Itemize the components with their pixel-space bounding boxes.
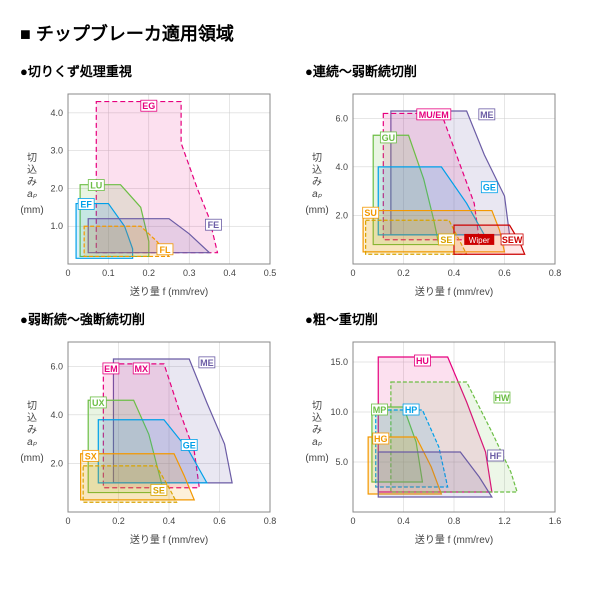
panel-2: ●弱断続～強断続切削 ME MX EM UX GE SX SE 0 0.2 0.4 0.6 0.8 2.0… <box>20 309 295 547</box>
svg-text:切: 切 <box>312 152 322 164</box>
svg-text:10.0: 10.0 <box>330 407 348 417</box>
svg-text:み: み <box>27 425 37 436</box>
svg-text:(mm): (mm) <box>305 453 328 464</box>
panel-title-2: ●弱断続～強断続切削 <box>20 309 295 328</box>
svg-text:15.0: 15.0 <box>330 357 348 367</box>
svg-text:送り量 f (mm/rev): 送り量 f (mm/rev) <box>415 533 493 546</box>
svg-text:6.0: 6.0 <box>50 361 63 371</box>
svg-text:2.0: 2.0 <box>335 210 348 220</box>
svg-text:ME: ME <box>480 110 494 120</box>
svg-text:1.0: 1.0 <box>50 221 63 231</box>
svg-text:1.2: 1.2 <box>498 516 511 526</box>
panel-3: ●粗～重切削 HU HW MP HP HG HF 0 0.4 0.8 1.2 1.6 5.0 10.0 15… <box>305 309 580 547</box>
svg-text:0.3: 0.3 <box>183 268 196 278</box>
svg-text:HU: HU <box>416 356 429 366</box>
svg-text:UX: UX <box>92 398 105 408</box>
svg-text:HF: HF <box>490 451 502 461</box>
panel-title-3: ●粗～重切削 <box>305 309 580 328</box>
panel-1: ●連続～弱断続切削 ME MU/EM GU GE SU SE SEW Wiper 0 0.2 0.4 0… <box>305 61 580 299</box>
svg-text:LU: LU <box>90 181 102 191</box>
svg-text:2.0: 2.0 <box>50 458 63 468</box>
svg-text:GU: GU <box>382 133 396 143</box>
svg-text:0.6: 0.6 <box>498 268 511 278</box>
svg-text:HW: HW <box>494 393 509 403</box>
svg-text:0: 0 <box>65 268 70 278</box>
svg-text:1.6: 1.6 <box>549 516 562 526</box>
svg-text:Wiper: Wiper <box>469 236 490 245</box>
svg-text:SEW: SEW <box>502 235 523 245</box>
svg-text:0.2: 0.2 <box>397 268 410 278</box>
svg-text:(mm): (mm) <box>20 205 43 216</box>
svg-text:(mm): (mm) <box>20 453 43 464</box>
svg-text:HP: HP <box>405 405 418 415</box>
svg-text:HG: HG <box>374 434 388 444</box>
svg-text:0.5: 0.5 <box>264 268 277 278</box>
svg-text:SE: SE <box>440 235 452 245</box>
svg-text:GE: GE <box>483 183 496 193</box>
svg-text:aₚ: aₚ <box>312 437 323 448</box>
svg-text:0.4: 0.4 <box>448 268 461 278</box>
svg-text:EG: EG <box>142 101 155 111</box>
svg-text:MX: MX <box>134 364 148 374</box>
svg-text:0.4: 0.4 <box>223 268 236 278</box>
svg-text:み: み <box>27 177 37 188</box>
svg-text:MU/EM: MU/EM <box>419 110 449 120</box>
svg-text:SX: SX <box>85 451 97 461</box>
svg-text:4.0: 4.0 <box>335 162 348 172</box>
svg-text:0.8: 0.8 <box>448 516 461 526</box>
svg-text:0.4: 0.4 <box>397 516 410 526</box>
svg-text:3.0: 3.0 <box>50 146 63 156</box>
svg-text:SE: SE <box>153 485 165 495</box>
svg-text:切: 切 <box>27 152 37 164</box>
svg-text:み: み <box>312 177 322 188</box>
svg-text:送り量 f (mm/rev): 送り量 f (mm/rev) <box>415 285 493 298</box>
svg-text:0.4: 0.4 <box>163 516 176 526</box>
panel-title-0: ●切りくず処理重視 <box>20 61 295 80</box>
svg-text:4.0: 4.0 <box>50 410 63 420</box>
svg-text:込: 込 <box>27 164 37 176</box>
svg-text:EM: EM <box>104 364 118 374</box>
svg-text:GE: GE <box>183 440 196 450</box>
chart-svg-2: ME MX EM UX GE SX SE 0 0.2 0.4 0.6 0.8 2.0 4.0 6.0 送り量 … <box>20 332 280 547</box>
svg-text:6.0: 6.0 <box>335 113 348 123</box>
svg-text:込: 込 <box>312 412 322 424</box>
svg-text:2.0: 2.0 <box>50 183 63 193</box>
svg-text:送り量 f (mm/rev): 送り量 f (mm/rev) <box>130 285 208 298</box>
svg-text:aₚ: aₚ <box>312 189 323 200</box>
svg-text:5.0: 5.0 <box>335 457 348 467</box>
svg-text:0: 0 <box>65 516 70 526</box>
panel-grid: ●切りくず処理重視 EG LU EF FE FL 0 0.1 0.2 0.3 0.4 0.5 1.0 2.… <box>20 61 580 547</box>
svg-text:0.8: 0.8 <box>264 516 277 526</box>
svg-text:(mm): (mm) <box>305 205 328 216</box>
svg-text:込: 込 <box>312 164 322 176</box>
svg-text:0.2: 0.2 <box>143 268 156 278</box>
svg-text:FL: FL <box>159 245 170 255</box>
panel-0: ●切りくず処理重視 EG LU EF FE FL 0 0.1 0.2 0.3 0.4 0.5 1.0 2.… <box>20 61 295 299</box>
svg-text:0.8: 0.8 <box>549 268 562 278</box>
panel-title-1: ●連続～弱断続切削 <box>305 61 580 80</box>
svg-text:EF: EF <box>80 199 92 209</box>
svg-text:切: 切 <box>312 400 322 412</box>
svg-text:込: 込 <box>27 412 37 424</box>
svg-text:0: 0 <box>350 516 355 526</box>
main-title: ■ チップブレーカ適用領域 <box>20 20 580 46</box>
svg-text:aₚ: aₚ <box>27 189 38 200</box>
svg-text:4.0: 4.0 <box>50 108 63 118</box>
chart-svg-0: EG LU EF FE FL 0 0.1 0.2 0.3 0.4 0.5 1.0 2.0 3.0 4.0 送り… <box>20 84 280 299</box>
svg-text:ME: ME <box>200 358 214 368</box>
svg-text:0.6: 0.6 <box>213 516 226 526</box>
svg-text:送り量 f (mm/rev): 送り量 f (mm/rev) <box>130 533 208 546</box>
svg-text:切: 切 <box>27 400 37 412</box>
svg-text:aₚ: aₚ <box>27 437 38 448</box>
chart-svg-3: HU HW MP HP HG HF 0 0.4 0.8 1.2 1.6 5.0 10.0 15.0 送り量 … <box>305 332 565 547</box>
svg-text:み: み <box>312 425 322 436</box>
svg-text:0: 0 <box>350 268 355 278</box>
svg-text:0.2: 0.2 <box>112 516 125 526</box>
svg-text:FE: FE <box>208 220 220 230</box>
svg-text:0.1: 0.1 <box>102 268 115 278</box>
svg-text:SU: SU <box>364 208 377 218</box>
svg-text:MP: MP <box>373 405 387 415</box>
chart-svg-1: ME MU/EM GU GE SU SE SEW Wiper 0 0.2 0.4 0.6 0.8 2.0 4… <box>305 84 565 299</box>
